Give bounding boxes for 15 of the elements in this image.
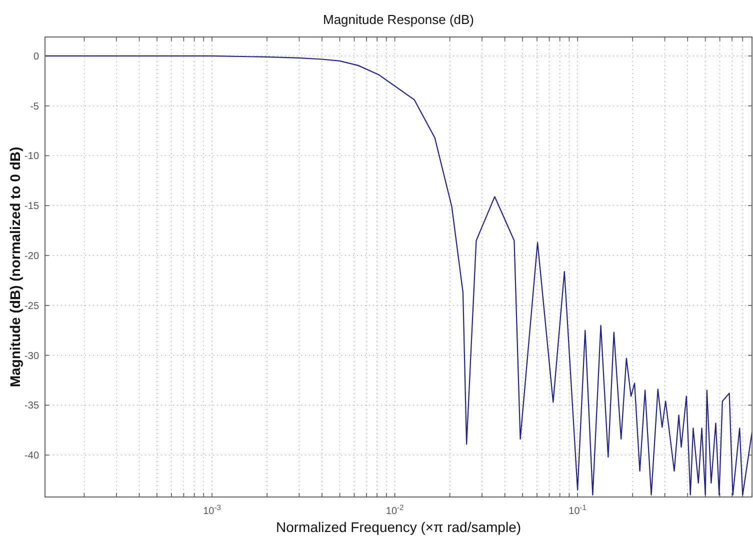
- x-tick-label: 10$^{-2}$: [386, 502, 404, 517]
- y-axis-title: Magnitude (dB) (normalized to 0 dB): [7, 146, 23, 388]
- y-tick-label: -35: [24, 400, 40, 412]
- x-tick-label: 10$^{-1}$: [568, 502, 586, 517]
- y-tick-label: -10: [24, 151, 40, 162]
- y-tick-label: -25: [24, 300, 40, 312]
- y-tick-label: -15: [24, 201, 40, 212]
- y-tick-label: -40: [24, 450, 40, 462]
- x-tick-label: 10$^{-3}$: [203, 502, 221, 517]
- chart-title: Magnitude Response (dB): [322, 12, 474, 27]
- y-tick-label: -20: [24, 251, 40, 262]
- x-axis-title: Normalized Frequency (×π rad/sample): [276, 519, 522, 535]
- y-tick-label: 0: [33, 51, 40, 62]
- y-tick-label: -30: [24, 350, 40, 362]
- y-tick-label: -5: [30, 101, 40, 112]
